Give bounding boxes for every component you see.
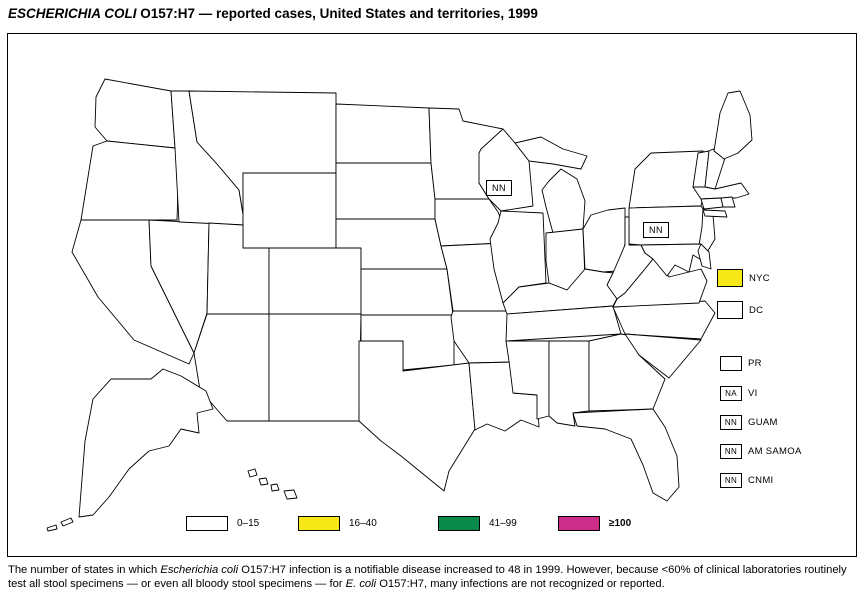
- state-GA: [588, 333, 666, 412]
- state-NY-long-island: [702, 209, 728, 218]
- state-HI-island-2: [258, 477, 269, 486]
- us-choropleth-map: [46, 78, 753, 532]
- state-WY: [242, 172, 337, 249]
- state-NM: [268, 313, 362, 422]
- legend-item-41-99: 41–99: [438, 516, 517, 531]
- legend-label-41-99: 41–99: [489, 518, 517, 529]
- footnote-text-3: O157:H7, many infections are not recogni…: [376, 577, 665, 590]
- territory-swatch-am-samoa: NN: [720, 444, 742, 459]
- territory-swatch-guam: NN: [720, 415, 742, 430]
- state-HI-island-1: [247, 468, 258, 478]
- map-label-wisconsin-nn: NN: [486, 180, 512, 196]
- footnote-italic-2: E. coli: [345, 577, 377, 590]
- state-ME: [713, 90, 753, 160]
- legend-swatch-16-40: [298, 516, 340, 531]
- territory-row-guam: NN GUAM: [720, 415, 778, 430]
- footnote-text-1: The number of states in which: [8, 564, 161, 576]
- territory-row-pr: PR: [720, 356, 762, 371]
- state-PA: [628, 205, 710, 246]
- territory-row-vi: NA VI: [720, 386, 758, 401]
- territory-label-guam: GUAM: [748, 417, 778, 428]
- territory-row-am-samoa: NN AM SAMOA: [720, 444, 802, 459]
- territory-swatch-cnmi: NN: [720, 473, 742, 488]
- legend-label-16-40: 16–40: [349, 518, 377, 529]
- title-rest: O157:H7 — reported cases, United States …: [136, 6, 538, 21]
- state-ND: [335, 103, 432, 164]
- territory-row-dc: DC: [717, 301, 763, 319]
- legend-item-ge100: ≥100: [558, 516, 631, 531]
- state-WA: [94, 78, 176, 149]
- state-FL: [572, 408, 680, 502]
- footnote-italic-1: Escherichia coli: [160, 564, 239, 576]
- figure-title: ESCHERICHIA COLI O157:H7 — reported case…: [8, 6, 538, 21]
- state-SD: [335, 162, 436, 220]
- state-DE: [697, 243, 712, 270]
- territory-swatch-nyc: [717, 269, 743, 287]
- territory-swatch-vi: NA: [720, 386, 742, 401]
- legend-label-0-15: 0–15: [237, 518, 260, 529]
- state-AK: [78, 368, 214, 518]
- legend-label-ge100: ≥100: [609, 518, 632, 529]
- state-AK-aleutian-2: [46, 524, 58, 532]
- state-KS: [360, 268, 454, 316]
- title-organism: ESCHERICHIA COLI: [8, 6, 137, 21]
- legend-swatch-41-99: [438, 516, 480, 531]
- territory-label-pr: PR: [748, 358, 762, 369]
- territory-label-nyc: NYC: [749, 272, 770, 284]
- states-group: [46, 78, 753, 532]
- territory-label-am-samoa: AM SAMOA: [748, 446, 802, 457]
- state-SC: [624, 333, 702, 379]
- state-HI-island-4: [283, 489, 298, 500]
- map-frame: NN NN NYC DC PR NA VI NN GUAM NN AM SAMO…: [7, 33, 857, 557]
- map-label-pennsylvania-nn: NN: [643, 222, 669, 238]
- territory-label-vi: VI: [748, 388, 758, 399]
- legend-swatch-ge100: [558, 516, 600, 531]
- state-CT: [700, 197, 724, 210]
- state-MI-upper: [514, 136, 588, 170]
- territory-row-cnmi: NN CNMI: [720, 473, 773, 488]
- figure-footnote: The number of states in which Escherichi…: [8, 564, 860, 591]
- state-OR: [80, 140, 180, 221]
- legend-item-16-40: 16–40: [298, 516, 377, 531]
- state-TX: [358, 340, 476, 492]
- territory-row-nyc: NYC: [717, 269, 770, 287]
- territory-swatch-pr: [720, 356, 742, 371]
- territory-label-cnmi: CNMI: [748, 475, 774, 486]
- state-MI-lower: [541, 168, 586, 234]
- legend-swatch-0-15: [186, 516, 228, 531]
- state-HI-island-3: [270, 483, 280, 492]
- state-CO: [268, 247, 362, 315]
- state-RI: [720, 196, 736, 208]
- legend-item-0-15: 0–15: [186, 516, 259, 531]
- footnote-text-2: O157:H7 infection is a notifiable diseas…: [8, 564, 847, 590]
- state-AK-aleutian-1: [60, 517, 74, 527]
- territory-swatch-dc: [717, 301, 743, 319]
- territory-label-dc: DC: [749, 304, 764, 316]
